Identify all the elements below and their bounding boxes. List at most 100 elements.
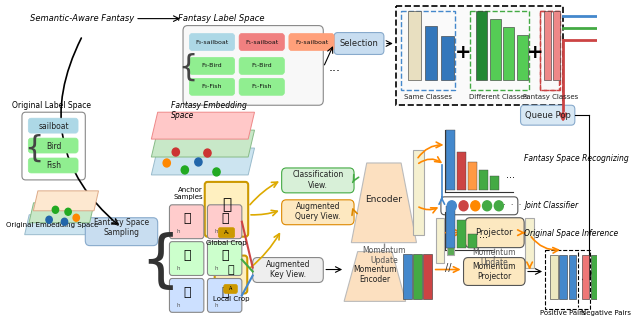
Bar <box>446 130 456 190</box>
FancyBboxPatch shape <box>463 257 525 286</box>
FancyBboxPatch shape <box>441 197 518 215</box>
Text: Global Crop: Global Crop <box>206 240 247 246</box>
Bar <box>446 206 456 248</box>
Bar <box>468 234 477 248</box>
Bar <box>544 11 551 80</box>
FancyBboxPatch shape <box>289 33 334 50</box>
Bar <box>490 19 500 80</box>
Text: Fantasy Embedding
Space: Fantasy Embedding Space <box>172 100 247 120</box>
Polygon shape <box>344 252 406 301</box>
Circle shape <box>52 206 59 213</box>
Text: Same Classes: Same Classes <box>404 94 452 100</box>
FancyBboxPatch shape <box>22 112 85 180</box>
Bar <box>600 255 607 300</box>
Text: Fish: Fish <box>46 161 61 170</box>
Text: Momentum
Projector: Momentum Projector <box>472 262 516 281</box>
Bar <box>490 176 499 190</box>
FancyBboxPatch shape <box>218 228 235 238</box>
Text: 🚢: 🚢 <box>221 286 228 299</box>
Bar <box>609 255 616 300</box>
FancyBboxPatch shape <box>183 26 323 105</box>
Text: Momentum
Update: Momentum Update <box>362 246 406 265</box>
Circle shape <box>483 201 492 211</box>
Circle shape <box>459 201 468 211</box>
Text: {: { <box>24 134 43 163</box>
Text: Fantasy Space
Sampling: Fantasy Space Sampling <box>94 218 149 237</box>
Text: {: { <box>141 232 180 292</box>
Text: h: h <box>177 266 180 271</box>
Circle shape <box>172 148 179 156</box>
Bar <box>468 162 477 190</box>
FancyBboxPatch shape <box>465 218 524 248</box>
Text: Original Label Space: Original Label Space <box>12 101 92 110</box>
FancyBboxPatch shape <box>170 278 204 312</box>
Text: Local Crop: Local Crop <box>212 296 249 302</box>
Text: Aₗ: Aₗ <box>229 286 233 291</box>
Bar <box>476 11 487 80</box>
Circle shape <box>163 159 170 167</box>
Bar <box>568 255 576 300</box>
Text: Selection: Selection <box>339 39 378 48</box>
Bar <box>582 255 589 300</box>
Circle shape <box>46 216 52 223</box>
Bar <box>401 11 456 90</box>
Text: Momentum
Update: Momentum Update <box>472 248 516 267</box>
Text: h: h <box>177 303 180 308</box>
Bar <box>540 11 561 90</box>
FancyBboxPatch shape <box>170 205 204 239</box>
Polygon shape <box>151 112 255 139</box>
Circle shape <box>204 149 211 157</box>
Bar <box>503 26 514 80</box>
Bar <box>408 11 421 80</box>
Text: Classification
View.: Classification View. <box>292 170 344 189</box>
Text: Queue Pop: Queue Pop <box>525 111 571 120</box>
Bar <box>559 255 566 300</box>
Text: h: h <box>215 266 218 271</box>
Circle shape <box>61 218 68 225</box>
Text: ·  ·  ·: · · · <box>503 201 522 210</box>
Text: Joint Classifier: Joint Classifier <box>524 201 579 210</box>
Text: Different Classes: Different Classes <box>469 94 529 100</box>
FancyBboxPatch shape <box>28 138 78 153</box>
Circle shape <box>471 201 480 211</box>
Text: F₀-Bird: F₀-Bird <box>202 63 222 68</box>
Circle shape <box>73 214 79 221</box>
FancyBboxPatch shape <box>253 257 323 282</box>
Bar <box>525 218 534 268</box>
Text: Fantasy Space Recognizing: Fantasy Space Recognizing <box>524 153 629 162</box>
FancyBboxPatch shape <box>207 278 242 312</box>
Text: +: + <box>454 43 471 62</box>
Text: 🌊: 🌊 <box>183 212 190 225</box>
FancyBboxPatch shape <box>239 78 284 95</box>
Bar <box>457 152 467 190</box>
Bar <box>441 35 454 80</box>
FancyBboxPatch shape <box>28 118 78 133</box>
FancyBboxPatch shape <box>170 241 204 276</box>
Text: F₁-sailboat: F₁-sailboat <box>245 40 278 45</box>
Polygon shape <box>33 191 99 211</box>
Text: +: + <box>527 43 543 62</box>
Text: h: h <box>215 303 218 308</box>
Bar <box>470 11 529 90</box>
Text: Positive Pairs: Positive Pairs <box>540 310 586 316</box>
Text: {: { <box>178 53 197 82</box>
Text: Original Embedding Space: Original Embedding Space <box>6 222 98 228</box>
Bar <box>403 254 412 300</box>
Polygon shape <box>29 203 94 223</box>
FancyBboxPatch shape <box>189 33 235 50</box>
FancyBboxPatch shape <box>239 33 284 50</box>
Text: Projector: Projector <box>476 228 513 237</box>
Text: //: // <box>445 263 451 272</box>
Text: Bird: Bird <box>46 142 61 151</box>
Text: F₀-sailboat: F₀-sailboat <box>195 40 228 45</box>
Circle shape <box>494 201 503 211</box>
FancyBboxPatch shape <box>207 205 242 239</box>
Bar <box>457 220 467 248</box>
Bar <box>436 218 444 263</box>
Text: Fantasy Label Space: Fantasy Label Space <box>178 14 264 23</box>
Polygon shape <box>351 163 417 243</box>
FancyBboxPatch shape <box>224 285 237 293</box>
Bar <box>447 225 454 255</box>
Bar <box>540 11 559 90</box>
Bar <box>591 255 598 300</box>
